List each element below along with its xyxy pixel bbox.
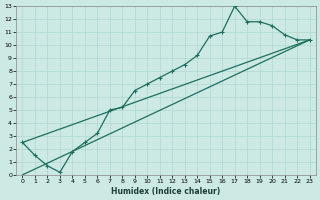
X-axis label: Humidex (Indice chaleur): Humidex (Indice chaleur) bbox=[111, 187, 221, 196]
